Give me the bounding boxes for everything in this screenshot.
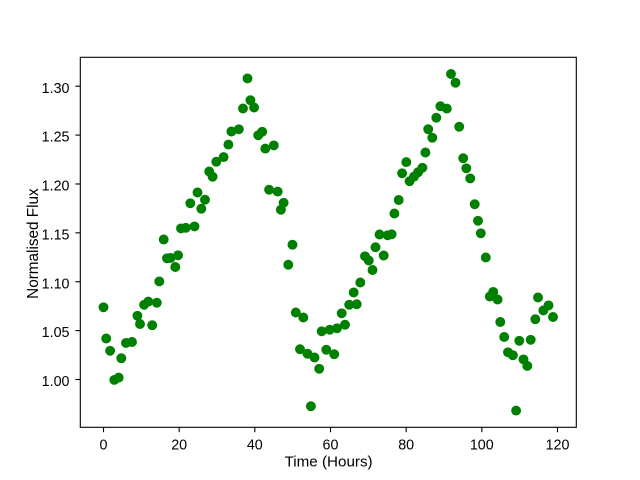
svg-text:1.00: 1.00 — [42, 374, 70, 390]
svg-text:1.10: 1.10 — [42, 276, 70, 292]
svg-text:1.30: 1.30 — [42, 81, 70, 97]
svg-text:60: 60 — [323, 437, 339, 453]
svg-text:1.20: 1.20 — [42, 179, 70, 195]
svg-text:1.25: 1.25 — [42, 130, 70, 146]
svg-text:120: 120 — [546, 437, 570, 453]
svg-text:20: 20 — [171, 437, 187, 453]
svg-text:Normalised Flux: Normalised Flux — [25, 188, 42, 299]
svg-text:100: 100 — [470, 437, 494, 453]
svg-text:80: 80 — [398, 437, 414, 453]
svg-text:1.15: 1.15 — [42, 227, 70, 243]
svg-text:40: 40 — [247, 437, 263, 453]
svg-text:Time (Hours): Time (Hours) — [285, 453, 373, 470]
svg-text:1.05: 1.05 — [42, 325, 70, 341]
svg-text:0: 0 — [100, 437, 108, 453]
